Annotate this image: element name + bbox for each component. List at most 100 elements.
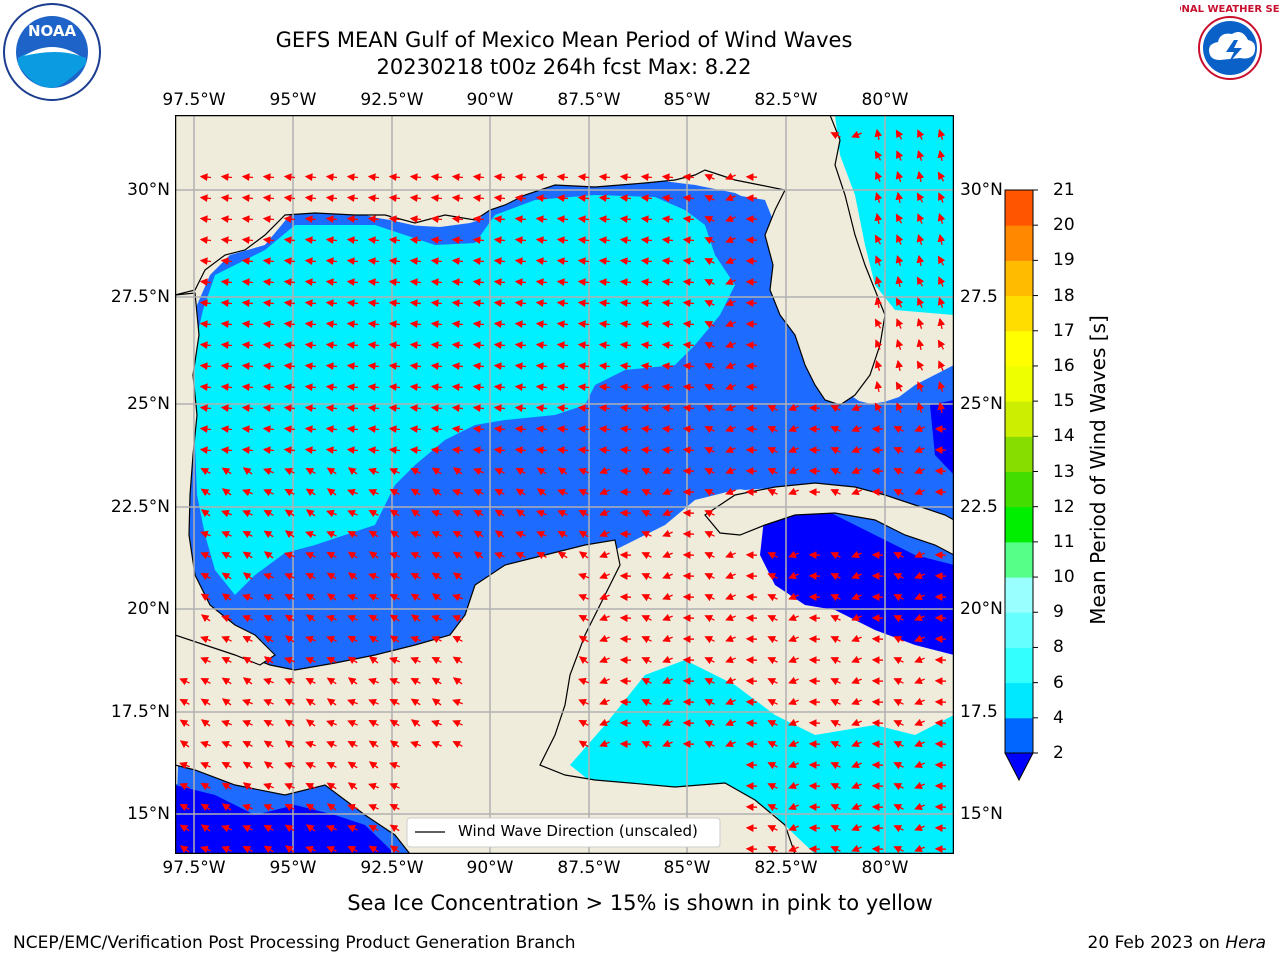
wind-wave-arrow xyxy=(578,467,589,476)
wind-wave-arrow xyxy=(284,635,295,644)
wind-wave-arrow xyxy=(725,172,736,181)
wind-wave-arrow xyxy=(304,425,317,434)
wind-wave-arrow xyxy=(389,530,400,539)
wind-wave-arrow xyxy=(220,173,233,182)
wind-wave-arrow xyxy=(788,718,799,727)
wind-wave-arrow xyxy=(577,320,590,329)
lon-tick: 80°W xyxy=(861,90,909,110)
wind-wave-arrow xyxy=(200,719,211,728)
wind-wave-arrow xyxy=(472,341,485,350)
wind-wave-arrow xyxy=(619,215,632,224)
colorbar-segment xyxy=(1005,471,1033,508)
wind-wave-arrow xyxy=(619,320,632,329)
wind-wave-arrow xyxy=(451,425,464,434)
lon-tick: 87.5°W xyxy=(557,858,621,878)
wind-wave-arrow xyxy=(199,383,212,392)
wind-wave-arrow xyxy=(451,257,464,266)
wind-wave-arrow xyxy=(368,467,379,476)
wind-wave-arrow xyxy=(893,825,904,833)
wind-wave-arrow xyxy=(914,550,925,559)
wind-wave-arrow xyxy=(305,762,316,770)
wind-wave-arrow xyxy=(619,236,632,245)
colorbar-tick: 2 xyxy=(1053,743,1064,763)
wind-wave-arrow xyxy=(704,657,715,665)
wind-wave-arrow xyxy=(767,552,778,560)
wind-wave-arrow xyxy=(851,592,862,601)
wind-wave-arrow xyxy=(619,299,632,308)
wind-wave-arrow xyxy=(874,360,883,371)
wind-wave-arrow xyxy=(431,593,442,602)
wind-wave-arrow xyxy=(430,425,443,434)
wind-wave-arrow xyxy=(937,255,946,266)
wind-wave-arrow xyxy=(368,594,379,602)
wind-wave-arrow xyxy=(325,404,338,413)
wind-wave-arrow xyxy=(599,550,610,559)
wind-wave-arrow xyxy=(788,571,799,580)
wind-wave-arrow xyxy=(556,383,569,392)
colorbar-segment xyxy=(1005,647,1033,684)
wind-wave-arrow xyxy=(430,299,443,308)
wind-wave-arrow xyxy=(641,489,652,497)
wind-wave-arrow xyxy=(895,359,904,372)
wind-wave-arrow xyxy=(431,657,442,665)
wind-wave-arrow xyxy=(704,342,715,350)
wind-wave-arrow xyxy=(368,720,379,728)
wind-wave-arrow xyxy=(599,634,610,643)
wind-wave-arrow xyxy=(263,845,274,854)
wind-wave-arrow xyxy=(914,571,925,580)
wind-wave-arrow xyxy=(493,215,506,224)
wind-wave-arrow xyxy=(661,362,674,371)
wind-wave-arrow xyxy=(598,446,611,455)
wind-wave-arrow xyxy=(578,530,589,539)
wind-wave-arrow xyxy=(220,194,233,203)
wind-wave-arrow xyxy=(452,467,463,476)
wind-wave-arrow xyxy=(199,425,212,434)
nws-logo: NATIONAL WEATHER SERVICE xyxy=(1180,2,1280,94)
wind-wave-arrow xyxy=(242,467,253,476)
wind-wave-arrow xyxy=(451,215,464,224)
wind-wave-arrow xyxy=(241,194,254,203)
wind-wave-arrow xyxy=(641,657,652,665)
wind-wave-arrow xyxy=(199,236,212,245)
wind-wave-arrow xyxy=(283,383,296,392)
wind-wave-arrow xyxy=(241,236,254,245)
wind-wave-arrow xyxy=(704,279,715,287)
wind-wave-arrow xyxy=(284,594,295,602)
wind-wave-arrow xyxy=(284,509,295,518)
wind-wave-arrow xyxy=(682,215,695,224)
wind-wave-arrow xyxy=(473,467,484,476)
wind-wave-arrow xyxy=(599,508,610,517)
wind-wave-arrow xyxy=(242,803,253,812)
wind-wave-arrow xyxy=(263,594,274,602)
wind-wave-arrow xyxy=(874,192,883,203)
wind-wave-arrow xyxy=(179,761,190,770)
wind-wave-arrow xyxy=(220,362,233,371)
wind-wave-arrow xyxy=(220,236,233,245)
wind-wave-arrow xyxy=(893,720,904,728)
wind-wave-arrow xyxy=(325,446,338,455)
wind-wave-arrow xyxy=(346,236,359,245)
wind-wave-arrow xyxy=(200,509,211,518)
wind-wave-arrow xyxy=(598,194,611,203)
wind-wave-arrow xyxy=(262,362,275,371)
wind-wave-arrow xyxy=(346,215,359,224)
wind-wave-arrow xyxy=(874,318,883,329)
wind-wave-arrow xyxy=(640,194,653,203)
wind-wave-arrow xyxy=(367,362,380,371)
wind-wave-arrow xyxy=(388,404,401,413)
wind-wave-arrow xyxy=(326,824,337,833)
wind-wave-arrow xyxy=(472,425,485,434)
wind-wave-arrow xyxy=(767,699,778,707)
wind-wave-arrow xyxy=(410,698,421,707)
wind-wave-arrow xyxy=(874,150,883,161)
wind-wave-arrow xyxy=(242,677,253,686)
wind-wave-arrow xyxy=(725,361,736,370)
wind-wave-arrow xyxy=(262,215,275,224)
wind-wave-arrow xyxy=(325,341,338,350)
lon-tick: 97.5°W xyxy=(162,858,226,878)
wind-wave-arrow xyxy=(389,489,400,497)
wind-wave-arrow xyxy=(556,173,569,182)
wind-wave-arrow xyxy=(875,339,883,350)
wind-wave-arrow xyxy=(515,468,526,476)
wind-wave-arrow xyxy=(662,571,673,580)
